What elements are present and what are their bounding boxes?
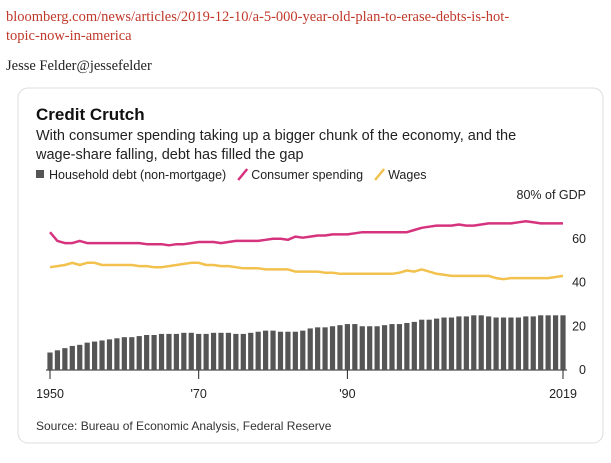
y-tick-label: 80% of GDP [517,188,586,202]
bar [478,315,484,370]
bar [463,316,469,370]
bar [456,316,462,370]
bar [493,317,499,370]
bar [381,325,388,370]
bar [434,318,440,370]
bar [158,333,165,370]
bar [419,319,425,370]
bar [374,326,380,370]
bar [307,328,313,370]
bar [77,344,83,370]
chart-subtitle: With consumer spending taking up a bigge… [36,128,516,144]
bar [144,335,150,370]
bar [515,317,521,370]
source: Source: Bureau of Economic Analysis, Fed… [36,419,332,433]
y-tick-label: 40 [572,276,586,290]
chart-title: Credit Crutch [36,105,145,124]
x-tick-label: 1950 [36,387,64,401]
bar [151,335,157,370]
bar [62,348,68,370]
bar [196,333,202,370]
article-link[interactable]: topic-now-in-america [6,28,132,44]
bar [173,333,179,370]
bar [121,337,127,370]
bar [396,324,403,370]
bar [166,333,172,370]
bar [344,324,350,370]
bar [411,321,417,370]
bar [181,332,187,370]
y-tick-label: 20 [572,319,586,333]
bar [270,330,276,370]
bar [69,345,75,370]
legend-label: Consumer spending [251,168,363,182]
x-tick-label: '90 [339,387,355,401]
bar [210,332,217,370]
line [49,261,564,281]
legend-swatch [374,168,386,181]
bar [560,315,566,370]
bar [106,339,113,370]
chart-subtitle: wage-share falling, debt has filled the … [35,147,304,163]
bar [486,316,492,370]
bar [389,324,395,370]
bar [367,326,373,370]
bar [441,317,447,370]
bar [114,338,120,370]
x-tick-label: '70 [191,387,207,401]
y-tick-label: 60 [572,232,586,246]
bar [218,332,224,370]
bar [538,315,544,370]
bar [545,315,551,370]
bar [471,315,477,370]
bar [240,333,246,370]
bar [225,332,232,370]
bar [54,350,61,370]
bar [322,327,328,370]
bar [552,315,559,370]
bar [99,340,105,370]
bar [47,352,53,370]
author: Jesse Felder@jessefelder [6,58,152,74]
bar [203,333,209,370]
bar [508,317,514,370]
bar [500,317,507,370]
bar [404,322,410,370]
bar [92,341,98,370]
bar [300,330,306,370]
bar [129,337,135,370]
bar [448,317,455,370]
bar [426,319,432,370]
bar [188,332,194,370]
bar [359,326,365,370]
x-tick-label: 2019 [549,387,577,401]
bar [263,330,269,370]
bar [329,326,336,370]
bar [84,342,90,370]
legend-swatch [237,168,249,181]
legend-label: Household debt (non-mortgage) [49,168,226,182]
bar [248,332,254,370]
bar [530,316,536,370]
bar [523,316,529,370]
bar [277,331,284,370]
bar [285,331,291,370]
bar [136,336,142,370]
article-link[interactable]: bloomberg.com/news/articles/2019-12-10/a… [6,9,509,25]
bar [315,327,321,370]
bar [255,331,261,370]
y-tick-label: 0 [579,363,586,377]
legend-swatch [36,170,44,178]
bar [337,325,343,370]
legend-label: Wages [388,168,426,182]
bar [233,333,239,370]
line [49,220,563,247]
bar [292,331,298,370]
bar [352,324,358,370]
